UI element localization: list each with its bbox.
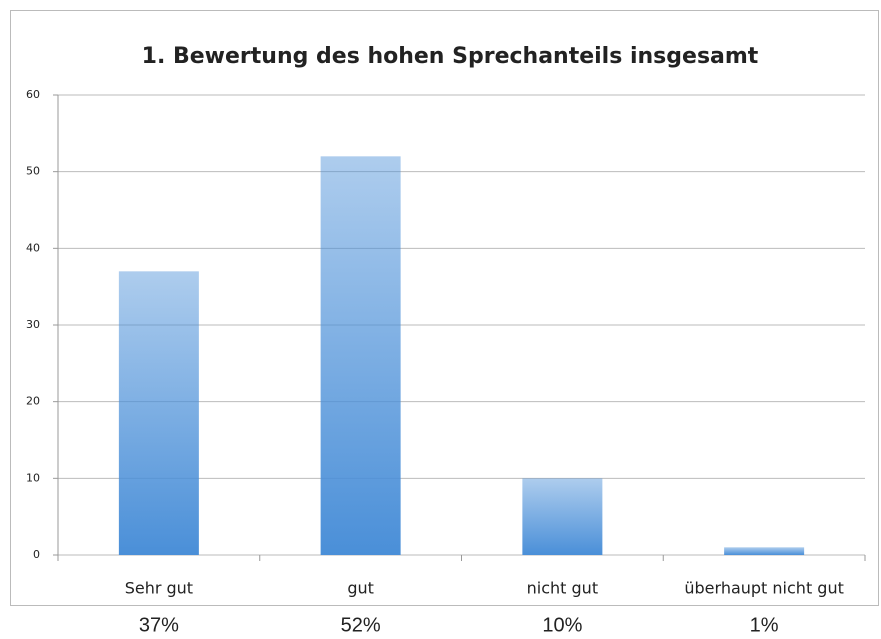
y-tick-label: 0 bbox=[33, 548, 40, 561]
x-tick-label: gut bbox=[347, 579, 374, 598]
y-tick-label: 40 bbox=[26, 241, 40, 254]
y-tick-label: 20 bbox=[26, 395, 40, 408]
x-tick-label: überhaupt nicht gut bbox=[684, 579, 844, 598]
value-label: 37% bbox=[139, 614, 179, 636]
y-tick-label: 10 bbox=[26, 471, 40, 484]
y-tick-label: 50 bbox=[26, 165, 40, 178]
bar bbox=[320, 156, 401, 556]
bar bbox=[118, 271, 199, 555]
x-tick-label: Sehr gut bbox=[125, 579, 193, 598]
value-label: 52% bbox=[341, 614, 381, 636]
value-label: 10% bbox=[542, 614, 582, 636]
chart-title: 1. Bewertung des hohen Sprechanteils ins… bbox=[142, 44, 759, 69]
bar bbox=[724, 547, 805, 555]
y-tick-label: 60 bbox=[26, 88, 40, 101]
x-tick-label: nicht gut bbox=[527, 579, 598, 598]
value-label: 1% bbox=[750, 614, 779, 636]
y-tick-label: 30 bbox=[26, 318, 40, 331]
bar bbox=[522, 478, 603, 555]
